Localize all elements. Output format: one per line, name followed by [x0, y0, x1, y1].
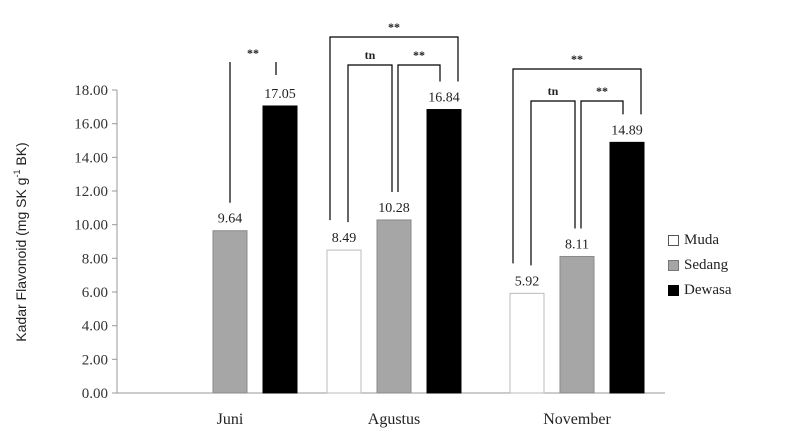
- data-label: 16.84: [428, 91, 460, 106]
- y-axis-label-main: Kadar Flavonoid (mg SK g: [13, 178, 29, 342]
- bracket: [397, 64, 441, 192]
- y-tick-label: 10.00: [74, 218, 108, 234]
- data-label: 8.11: [565, 237, 589, 252]
- significance-label: tn: [548, 84, 559, 98]
- data-label: 5.92: [515, 274, 540, 289]
- y-axis-label: Kadar Flavonoid (mg SK g-1 BK): [12, 142, 29, 341]
- y-tick-label: 18.00: [74, 83, 108, 99]
- x-tick-label: Juni: [217, 411, 244, 428]
- significance-label: **: [413, 48, 425, 62]
- data-label: 17.05: [264, 87, 296, 102]
- y-tick-label: 6.00: [82, 285, 108, 301]
- x-tick-label: Agustus: [368, 411, 420, 428]
- bars: [212, 105, 645, 394]
- legend-item-dewasa: Dewasa: [668, 278, 731, 303]
- data-label: 9.64: [218, 212, 243, 227]
- y-axis-label-tail: BK): [13, 142, 29, 169]
- legend-swatch-sedang: [668, 260, 679, 271]
- bar-dewasa: [609, 141, 645, 394]
- significance-label: **: [388, 20, 400, 34]
- y-tick-label: 14.00: [74, 150, 108, 166]
- bar-sedang: [376, 219, 412, 394]
- bracket: [347, 64, 393, 223]
- significance-label: **: [247, 46, 259, 60]
- legend-label-sedang: Sedang: [684, 257, 729, 273]
- y-axis-label-superscript: -1: [12, 170, 22, 178]
- legend: Muda Sedang Dewasa: [668, 228, 731, 303]
- bracket: [329, 36, 459, 221]
- legend-item-sedang: Sedang: [668, 253, 731, 278]
- legend-label-muda: Muda: [684, 232, 719, 248]
- significance-label: **: [596, 84, 608, 98]
- y-tick-label: 8.00: [82, 251, 108, 267]
- bracket: [512, 68, 642, 264]
- data-label: 14.89: [611, 123, 643, 138]
- bar-dewasa: [426, 109, 462, 394]
- significance-label: tn: [365, 48, 376, 62]
- bracket: [580, 100, 624, 229]
- bar-sedang: [559, 255, 595, 394]
- x-tick-label: November: [543, 411, 611, 428]
- y-tick-label: 0.00: [82, 386, 108, 402]
- y-tick-label: 2.00: [82, 352, 108, 368]
- significance-label: **: [571, 52, 583, 66]
- legend-swatch-dewasa: [668, 285, 679, 296]
- significance-brackets: ** tn ** ** tn ** **: [229, 20, 642, 266]
- axes: 0.00 2.00 4.00 6.00 8.00 10.00 12.00 14.00 16.00…: [74, 83, 665, 428]
- y-tick-label: 4.00: [82, 319, 108, 335]
- y-tick-label: 12.00: [74, 184, 108, 200]
- bar-sedang: [212, 230, 248, 394]
- data-label: 8.49: [332, 231, 357, 246]
- y-tick-label: 16.00: [74, 117, 108, 133]
- bracket: [530, 100, 576, 266]
- legend-swatch-muda: [668, 235, 679, 246]
- bar-muda: [509, 292, 545, 394]
- legend-item-muda: Muda: [668, 228, 731, 253]
- data-label: 10.28: [378, 201, 410, 216]
- bar-muda: [326, 249, 362, 394]
- bar-dewasa: [262, 105, 298, 394]
- data-labels: 8.49 5.92 9.64 10.28 8.11 17.05 16.84 14.89: [218, 87, 643, 289]
- legend-label-dewasa: Dewasa: [684, 282, 732, 298]
